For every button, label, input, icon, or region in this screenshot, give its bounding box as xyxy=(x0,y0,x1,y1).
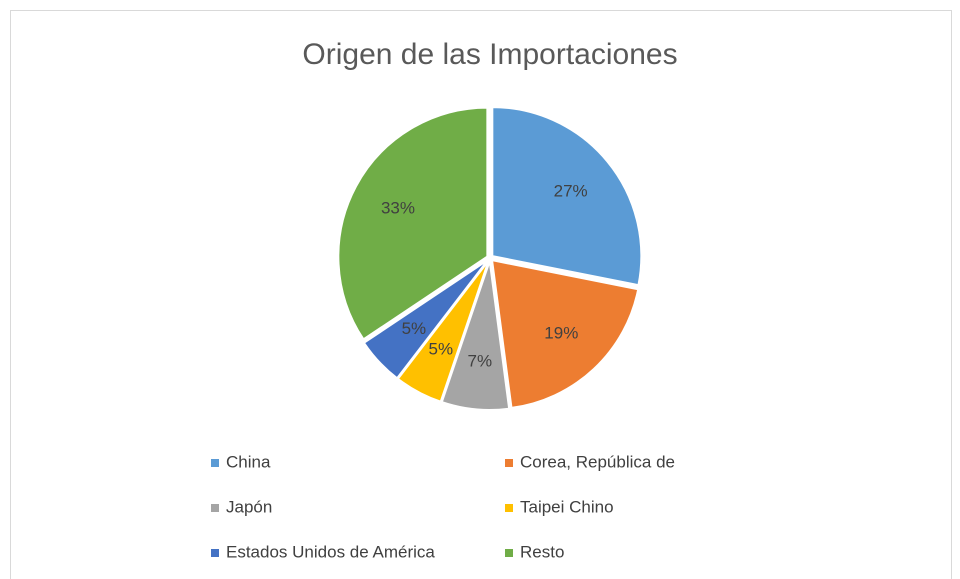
legend-label: Japón xyxy=(226,497,272,516)
legend-marker xyxy=(505,504,513,512)
legend-label: China xyxy=(226,452,271,471)
legend-marker xyxy=(211,549,219,557)
data-label: 7% xyxy=(467,351,492,370)
chart-title: Origen de las Importaciones xyxy=(302,38,677,71)
legend-label: Resto xyxy=(520,542,564,561)
data-label: 19% xyxy=(544,324,578,343)
data-label: 5% xyxy=(402,319,427,338)
pie-slice xyxy=(396,260,490,404)
legend-marker xyxy=(505,459,513,467)
pie-slice xyxy=(491,106,643,287)
legend-label: Estados Unidos de América xyxy=(226,542,435,561)
pie-slice xyxy=(440,260,511,411)
legend-label: Corea, República de xyxy=(520,452,675,471)
data-label: 5% xyxy=(429,339,454,358)
data-label: 27% xyxy=(554,181,588,200)
pie-slice xyxy=(337,106,489,341)
legend-marker xyxy=(211,504,219,512)
pie-slice xyxy=(490,258,640,410)
legend-marker xyxy=(505,549,513,557)
legend-marker xyxy=(211,459,219,467)
legend-label: Taipei Chino xyxy=(520,497,614,516)
pie-slice xyxy=(362,259,489,380)
data-label: 33% xyxy=(381,198,415,217)
